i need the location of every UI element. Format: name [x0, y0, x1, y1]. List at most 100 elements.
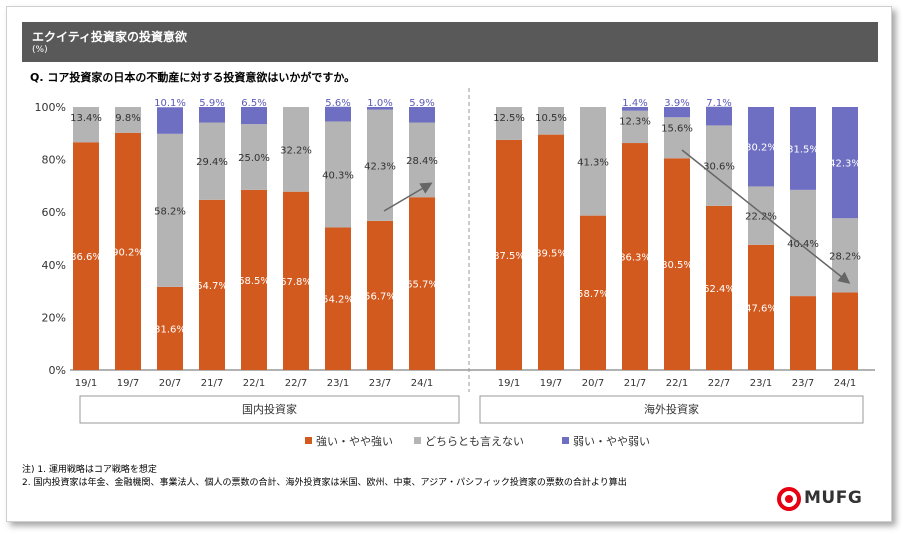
data-label-weak: 42.3% — [829, 159, 861, 170]
slide-frame — [6, 6, 892, 522]
bar-neutral — [580, 107, 606, 216]
data-label-weak: 10.1% — [154, 98, 186, 109]
y-tick-label: 20% — [42, 311, 66, 324]
x-tick-label: 22/7 — [285, 378, 307, 389]
data-label-strong: 89.5% — [535, 248, 567, 259]
x-tick-label: 19/7 — [117, 378, 139, 389]
x-tick-label: 22/1 — [243, 378, 265, 389]
group-label-box — [79, 395, 460, 424]
bar-strong — [748, 244, 774, 370]
unit-label: (%) — [32, 45, 48, 55]
legend-label: 強い・やや強い — [316, 435, 393, 448]
data-label-strong: 67.8% — [280, 277, 312, 288]
data-label-strong: 31.6% — [154, 324, 186, 335]
mufg-logo: MUFG — [776, 484, 876, 512]
bar-weak — [622, 107, 648, 111]
bar-weak — [664, 107, 690, 118]
data-label-neutral: 40.4% — [787, 239, 819, 250]
data-label-strong: 64.7% — [196, 281, 228, 292]
group-label-box — [479, 395, 864, 424]
x-tick-label: 24/1 — [834, 378, 856, 389]
data-label-neutral: 9.8% — [115, 113, 140, 124]
data-label-neutral: 29.4% — [196, 157, 228, 168]
data-label-neutral: 10.5% — [535, 113, 567, 124]
data-label-strong: 87.5% — [493, 251, 525, 262]
bar-strong — [496, 139, 522, 370]
x-tick-label: 19/7 — [540, 378, 562, 389]
footnote-2: 2. 国内投資家は年金、金融機関、事業法人、個人の票数の合計、海外投資家は米国、… — [22, 478, 627, 488]
data-label-weak: 6.5% — [241, 98, 266, 109]
bar-strong — [367, 220, 393, 370]
bar-strong — [538, 134, 564, 370]
bar-neutral — [115, 107, 141, 133]
bar-neutral — [241, 124, 267, 190]
data-label-neutral: 12.5% — [493, 113, 525, 124]
bar-neutral — [538, 107, 564, 135]
data-label-neutral: 28.4% — [406, 156, 438, 167]
footnote-1: 注) 1. 運用戦略はコア戦略を想定 — [22, 465, 157, 475]
bar-strong — [73, 142, 99, 370]
data-label-strong: 56.7% — [364, 291, 396, 302]
bar-neutral — [367, 109, 393, 221]
x-tick-label: 24/1 — [411, 378, 433, 389]
bar-neutral — [157, 133, 183, 287]
data-label-strong: 90.2% — [112, 247, 144, 258]
bar-strong — [664, 158, 690, 370]
x-tick-label: 23/7 — [792, 378, 814, 389]
data-label-weak: 7.1% — [706, 98, 731, 109]
data-label-weak: 5.6% — [325, 98, 350, 109]
legend-label: 弱い・やや弱い — [573, 435, 650, 448]
bar-strong — [790, 296, 816, 370]
bar-neutral — [496, 107, 522, 140]
x-tick-label: 20/7 — [159, 378, 181, 389]
footnotes: 注) 1. 運用戦略はコア戦略を想定 2. 国内投資家は年金、金融機関、事業法人… — [22, 464, 627, 490]
bar-strong — [283, 191, 309, 370]
bar-weak — [832, 107, 858, 219]
data-label-weak: 1.0% — [367, 98, 392, 109]
bar-strong — [409, 197, 435, 370]
data-label-neutral: 28.2% — [829, 251, 861, 262]
bar-neutral — [748, 186, 774, 245]
legend-swatch — [414, 437, 421, 444]
chart-title: エクイティ投資家の投資意欲 — [32, 30, 188, 44]
bar-strong — [325, 227, 351, 370]
data-label-neutral: 22.2% — [745, 212, 777, 223]
bar-weak — [241, 107, 267, 125]
y-tick-label: 0% — [49, 364, 66, 377]
x-tick-label: 21/7 — [624, 378, 646, 389]
bar-weak — [199, 107, 225, 123]
x-tick-label: 23/1 — [327, 378, 349, 389]
data-label-neutral: 30.6% — [703, 162, 735, 173]
data-label-strong: 62.4% — [703, 284, 735, 295]
bar-neutral — [622, 110, 648, 144]
data-label-strong: 86.3% — [619, 253, 651, 264]
bar-strong — [580, 215, 606, 370]
x-tick-label: 22/7 — [708, 378, 730, 389]
survey-question: Q. コア投資家の日本の不動産に対する投資意欲はいかがですか。 — [30, 71, 356, 84]
data-label-weak: 3.9% — [664, 98, 689, 109]
bar-neutral — [73, 107, 99, 143]
data-label-neutral: 13.4% — [70, 113, 102, 124]
legend-swatch — [562, 437, 569, 444]
data-label-strong: 54.2% — [322, 295, 354, 306]
data-label-strong: 58.7% — [577, 289, 609, 300]
x-tick-label: 21/7 — [201, 378, 223, 389]
y-tick-label: 80% — [42, 154, 66, 167]
data-label-weak: 1.4% — [622, 98, 647, 109]
x-tick-label: 23/7 — [369, 378, 391, 389]
trend-arrow-domestic — [383, 182, 433, 212]
group-label: 国内投資家 — [242, 402, 297, 416]
bar-weak — [748, 107, 774, 187]
bar-strong — [115, 132, 141, 370]
y-tick-label: 60% — [42, 206, 66, 219]
bar-strong — [199, 199, 225, 370]
x-tick-label: 23/1 — [750, 378, 772, 389]
data-label-neutral: 41.3% — [577, 157, 609, 168]
mufg-logo-mark-icon — [777, 487, 801, 511]
bar-weak — [409, 107, 435, 123]
bar-neutral — [664, 117, 690, 159]
data-label-weak: 5.9% — [409, 98, 434, 109]
data-label-strong: 80.5% — [661, 260, 693, 271]
bar-neutral — [790, 189, 816, 297]
